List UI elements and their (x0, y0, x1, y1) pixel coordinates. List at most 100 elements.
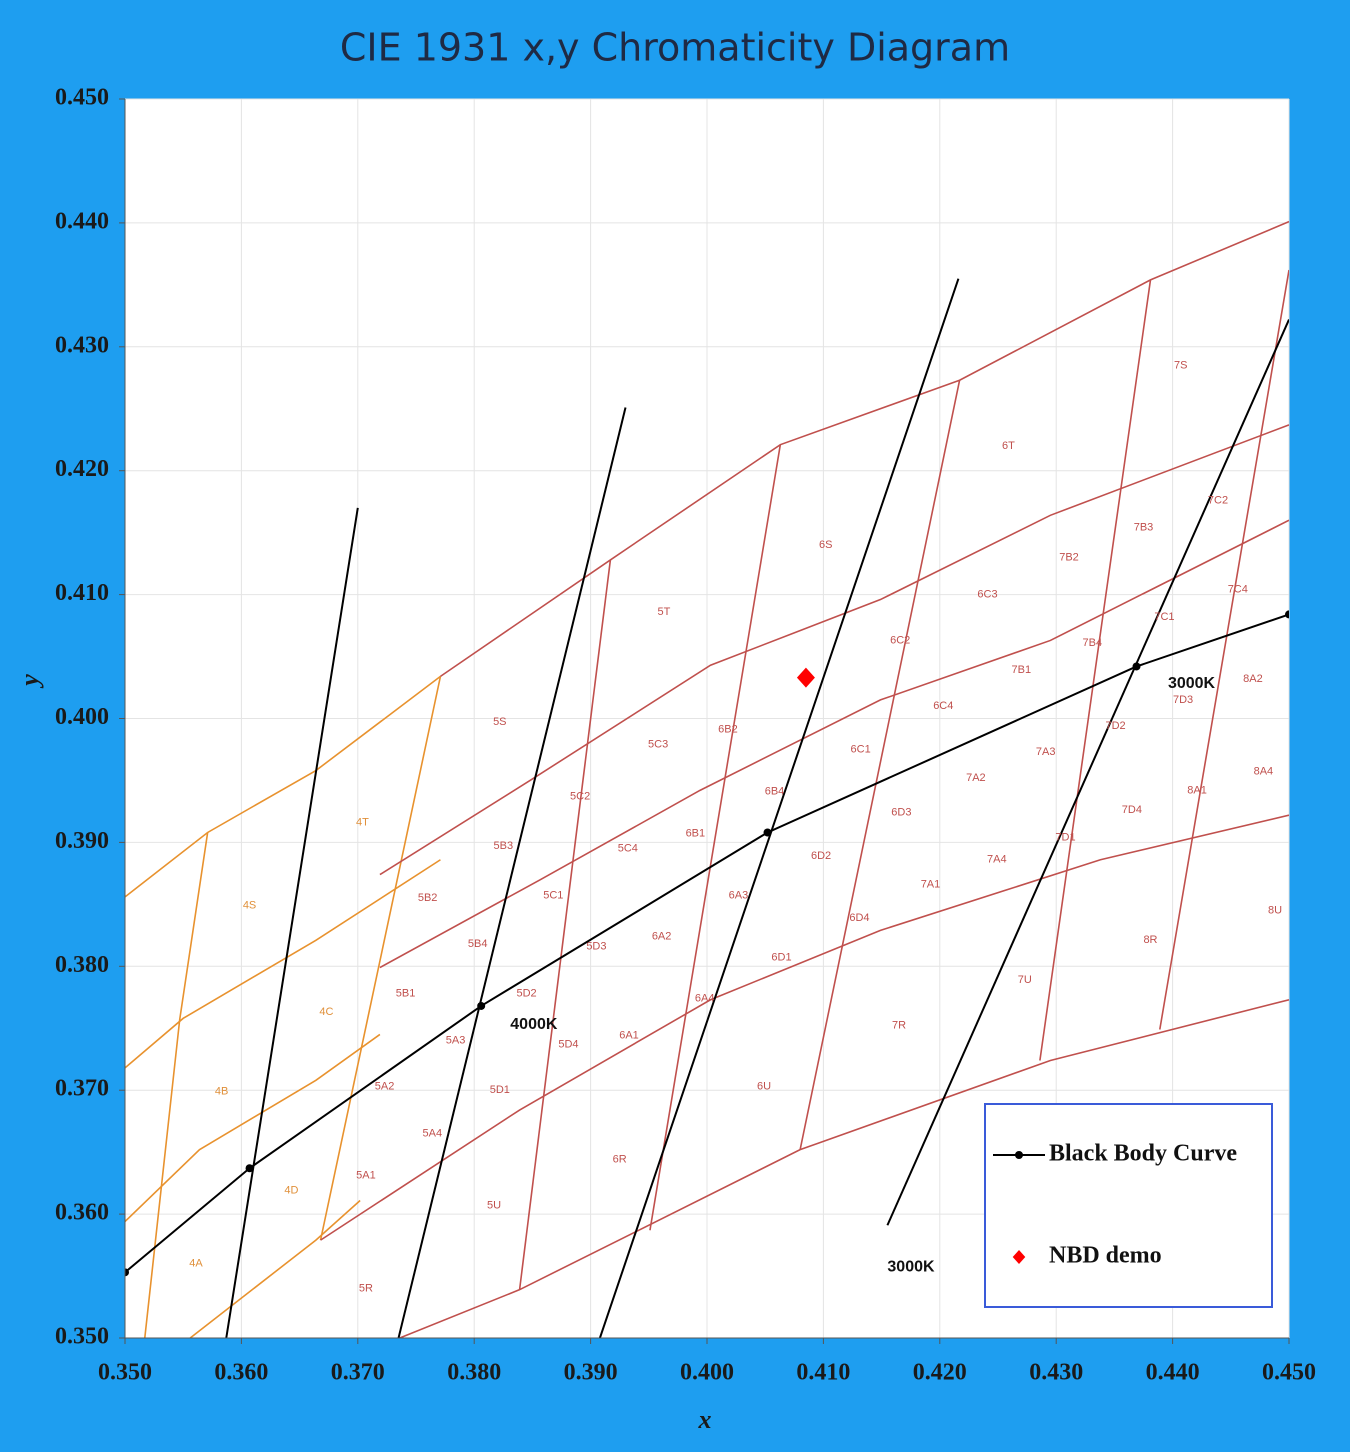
bin-boundary (439, 220, 1289, 678)
y-tick-label: 0.400 (55, 704, 109, 730)
data-point (245, 1164, 254, 1173)
bin-label: 4T (356, 816, 369, 828)
bin-label: 7B4 (1082, 637, 1102, 649)
legend-label: NBD demo (1049, 1243, 1162, 1269)
legend-marker (1012, 1250, 1026, 1264)
bin-label: 8A4 (1254, 766, 1274, 778)
bin-label: 4A (189, 1258, 203, 1270)
y-tick-label: 0.380 (55, 952, 109, 978)
bin-label: 5A4 (423, 1127, 443, 1139)
bin-label: 7B2 (1059, 551, 1079, 563)
bin-label: 5B4 (468, 938, 488, 950)
data-point (477, 1001, 486, 1010)
bin-label: 6D4 (849, 912, 869, 924)
bin-label: 5S (493, 716, 506, 728)
bin-boundary (1159, 269, 1289, 1030)
data-point (1285, 610, 1289, 619)
bin-label: 5A1 (356, 1170, 376, 1182)
bin-label: 7B3 (1134, 522, 1154, 534)
legend-marker (1015, 1151, 1023, 1159)
y-tick-label: 0.420 (55, 456, 109, 482)
bin-label: 4S (243, 899, 256, 911)
data-point (763, 828, 772, 837)
x-tick-label: 0.400 (680, 1360, 734, 1386)
isotherm-line (225, 507, 359, 1338)
bin-label: 7A4 (987, 854, 1007, 866)
bin-boundary (125, 675, 441, 898)
bin-label: 5C4 (618, 843, 638, 855)
y-tick-label: 0.350 (55, 1324, 109, 1350)
y-tick-label: 0.410 (55, 580, 109, 606)
x-tick-label: 0.360 (214, 1360, 268, 1386)
bin-label: 5B2 (418, 892, 438, 904)
bin-boundary (649, 444, 782, 1231)
y-tick-label: 0.370 (55, 1076, 109, 1102)
annotation: 3000K (887, 1259, 935, 1276)
bin-label: 6U (757, 1080, 771, 1092)
bin-label: 6A1 (619, 1030, 639, 1042)
data-point (125, 1268, 129, 1277)
bin-label: 6B4 (765, 786, 785, 798)
bin-label: 6C3 (977, 589, 997, 601)
bin-boundary (319, 676, 442, 1241)
bin-label: 6C2 (890, 634, 910, 646)
bin-boundary (799, 380, 961, 1150)
bin-label: 8A1 (1187, 784, 1207, 796)
bin-label: 8R (1143, 934, 1157, 946)
bin-label: 4C (319, 1006, 333, 1018)
bin-label: 6C1 (851, 743, 871, 755)
x-tick-label: 0.450 (1262, 1360, 1316, 1386)
bin-label: 7D3 (1173, 694, 1193, 706)
x-tick-label: 0.350 (98, 1360, 152, 1386)
bin-label: 6B2 (718, 724, 738, 736)
x-tick-label: 0.380 (447, 1360, 501, 1386)
bin-label: 6A2 (652, 930, 672, 942)
plot-content: 4S 4T 4C 4B 4D 4A 5R 5U 6R 6U 7R 7U 8R 8U 5S 5T 6S 6T 7S 5B… (125, 220, 1289, 1338)
bin-label: 7D4 (1122, 804, 1142, 816)
bin-label: 6S (819, 539, 832, 551)
bin-label: 5C3 (648, 738, 668, 750)
bin-label: 6R (613, 1153, 627, 1165)
bin-label: 5C2 (570, 790, 590, 802)
x-tick-label: 0.430 (1029, 1360, 1083, 1386)
bin-label: 7C2 (1208, 494, 1228, 506)
bin-label: 5T (658, 606, 671, 618)
bin-label: 8U (1268, 904, 1282, 916)
bin-label: 6D2 (811, 850, 831, 862)
bin-label: 4B (215, 1085, 228, 1097)
bin-label: 8A2 (1243, 673, 1263, 685)
bin-label: 6A3 (729, 890, 749, 902)
annotation: 3000K (1168, 675, 1216, 692)
data-point (1132, 662, 1141, 671)
y-tick-label: 0.440 (55, 208, 109, 234)
data-point (796, 667, 815, 688)
bin-label: 5A2 (375, 1080, 395, 1092)
bin-label: 7C1 (1154, 611, 1174, 623)
x-tick-label: 0.390 (564, 1360, 618, 1386)
bin-boundary (1039, 279, 1152, 1061)
legend-box (984, 1103, 1273, 1308)
y-tick-label: 0.360 (55, 1200, 109, 1226)
bin-label: 5D2 (516, 987, 536, 999)
annotation: 4000K (510, 1016, 558, 1033)
bin-label: 7A1 (921, 878, 941, 890)
y-tick-label: 0.430 (55, 332, 109, 358)
bin-boundary (379, 424, 1289, 876)
bin-boundary (518, 559, 612, 1290)
bin-label: 7D2 (1105, 720, 1125, 732)
bin-label: 6B1 (686, 828, 706, 840)
isotherm-line (598, 278, 960, 1338)
bin-label: 7U (1018, 974, 1032, 986)
bin-label: 7B1 (1011, 664, 1031, 676)
bin-label: 7A3 (1036, 746, 1056, 758)
bin-label: 4D (284, 1184, 298, 1196)
y-tick-label: 0.390 (55, 828, 109, 854)
bin-label: 6A4 (695, 992, 715, 1004)
bin-label: 5A3 (446, 1035, 466, 1047)
bin-label: 5D3 (586, 940, 606, 952)
chart-title: CIE 1931 x,y Chromaticity Diagram (340, 26, 1010, 70)
bin-label: 5B1 (396, 987, 416, 999)
bin-label: 7A2 (966, 772, 986, 784)
